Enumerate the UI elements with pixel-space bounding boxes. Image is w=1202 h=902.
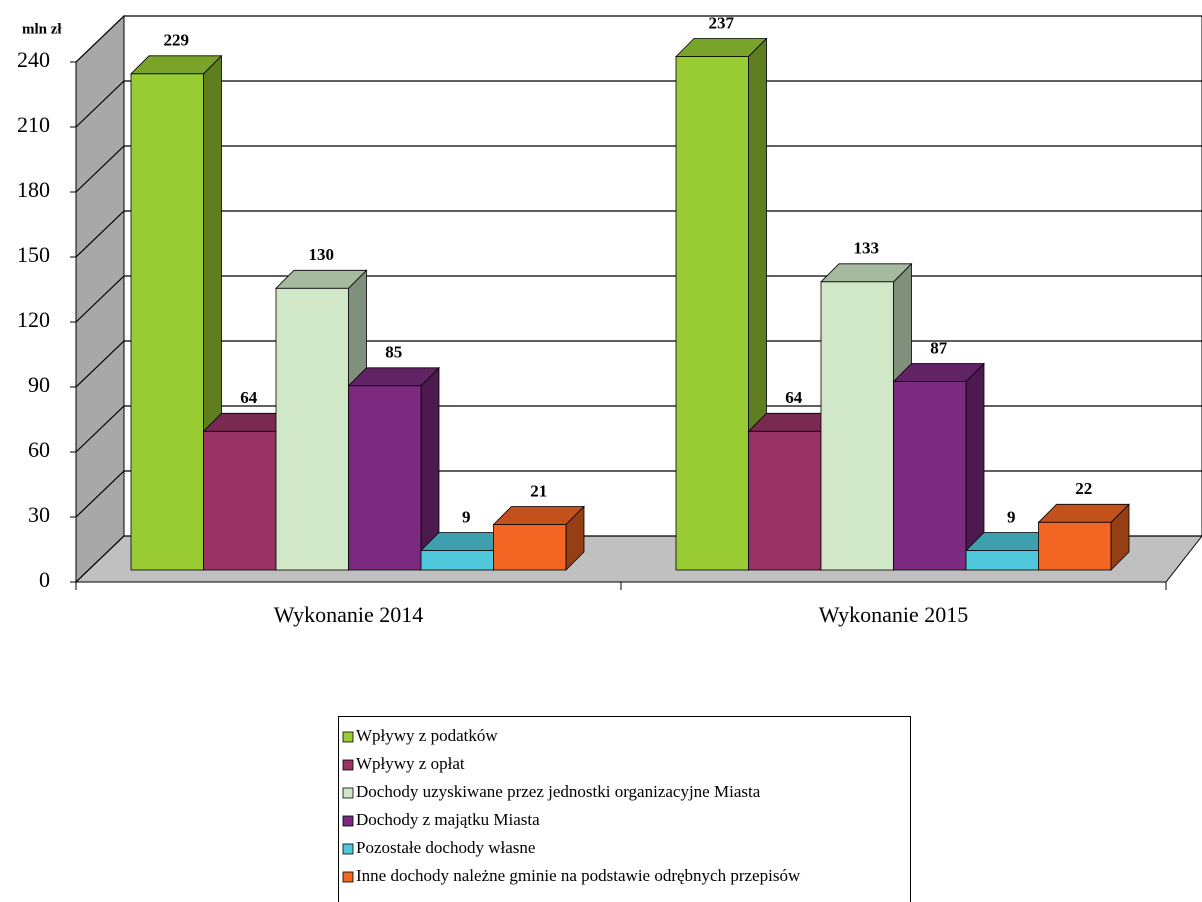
grid-line xyxy=(75,145,1202,193)
bar-front xyxy=(1038,521,1112,571)
bar xyxy=(492,505,585,571)
legend-swatch xyxy=(342,759,354,771)
bar xyxy=(347,366,440,571)
grid-line xyxy=(75,15,1202,63)
data-label: 133 xyxy=(854,239,880,258)
data-label: 64 xyxy=(240,388,258,407)
legend-label: Dochody uzyskiwane przez jednostki organ… xyxy=(356,782,761,801)
legend-label: Dochody z majątku Miasta xyxy=(356,810,540,829)
legend-swatch xyxy=(342,871,354,883)
legend: Wpływy z podatków Wpływy z opłat Dochody u… xyxy=(338,716,911,902)
data-label: 22 xyxy=(1075,479,1092,498)
legend-swatch xyxy=(342,815,354,827)
data-label: 237 xyxy=(709,13,735,32)
bar xyxy=(892,362,985,571)
bar-front xyxy=(893,381,967,571)
bar-front xyxy=(130,73,204,571)
bar-front xyxy=(348,385,422,571)
y-tick-label: 210 xyxy=(17,112,50,137)
bar-front xyxy=(275,287,349,571)
legend-swatch xyxy=(342,843,354,855)
legend-swatch xyxy=(342,731,354,743)
bar-front xyxy=(420,550,494,571)
data-label: 85 xyxy=(385,343,402,362)
y-tick-label: 0 xyxy=(39,567,50,592)
legend-label: Inne dochody należne gminie na podstawie… xyxy=(356,866,801,885)
legend-label: Wpływy z opłat xyxy=(356,754,465,773)
bar-front xyxy=(493,524,567,571)
data-label: 130 xyxy=(309,245,335,264)
x-tick-label: Wykonanie 2015 xyxy=(819,602,969,627)
data-label: 64 xyxy=(785,388,803,407)
y-tick-label: 90 xyxy=(28,372,50,397)
y-tick-label: 30 xyxy=(28,502,50,527)
legend-box xyxy=(338,716,911,902)
y-axis-label: mln zł xyxy=(22,21,62,37)
y-tick-label: 60 xyxy=(28,437,50,462)
bar-front xyxy=(748,430,822,571)
y-tick-label: 240 xyxy=(17,47,50,72)
x-tick-label: Wykonanie 2014 xyxy=(274,602,424,627)
bar-front xyxy=(675,56,749,571)
bar-front xyxy=(965,550,1039,571)
bar xyxy=(130,54,223,571)
y-tick-label: 150 xyxy=(17,242,50,267)
grid-line xyxy=(75,210,1202,258)
bar-front xyxy=(820,281,894,571)
bar-front xyxy=(203,430,277,571)
legend-label: Pozostałe dochody własne xyxy=(356,838,535,857)
y-tick-label: 120 xyxy=(17,307,50,332)
data-label: 9 xyxy=(462,507,471,526)
data-label: 229 xyxy=(164,31,190,50)
data-label: 87 xyxy=(930,338,948,357)
grid-line xyxy=(75,80,1202,128)
data-label: 21 xyxy=(530,481,547,500)
y-tick-label: 180 xyxy=(17,177,50,202)
data-label: 9 xyxy=(1007,507,1016,526)
legend-swatch xyxy=(342,787,354,799)
bar xyxy=(1037,503,1130,571)
legend-label: Wpływy z podatków xyxy=(356,726,498,745)
